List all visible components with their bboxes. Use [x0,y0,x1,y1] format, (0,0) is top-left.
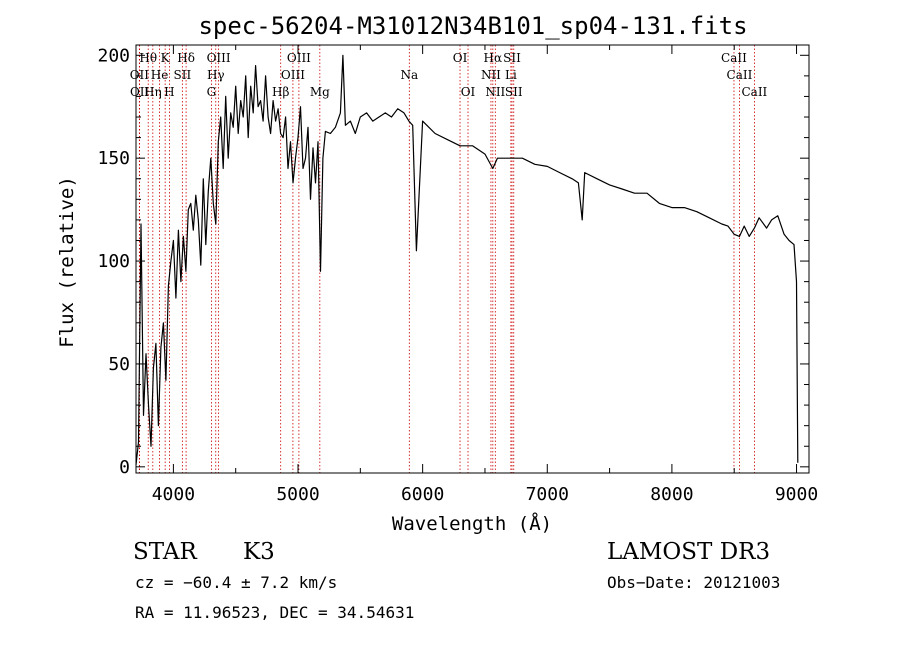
spectral-line-label: OIII [207,51,231,65]
spectral-line-label: NII [481,68,501,82]
spectral-line-label: G [207,85,217,99]
spectral-line-label: CaII [721,51,747,65]
spectral-line-label: Hγ [207,68,225,82]
spectral-line-label: Hα [484,51,503,65]
spectral-line-label: Li [505,68,517,82]
obs-date-text: Obs−Date: 20121003 [607,573,781,592]
y-axis: 0 50 100 150 200 [97,45,809,478]
spectral-line-label: H [164,85,174,99]
spectrum-line [135,54,799,465]
spectral-line-label: SII [503,51,521,65]
spectral-line-label: Hθ [139,51,157,65]
spectral-line-label: OIII [281,68,305,82]
spectral-line-label: K [161,51,171,65]
chart-title: spec-56204-M31012N34B101_sp04-131.fits [198,12,747,40]
spectral-line-label: SII [174,68,192,82]
x-axis-label: Wavelength (Å) [392,512,552,535]
redshift-text: cz = −60.4 ± 7.2 km/s [135,573,338,592]
x-tick-label: 9000 [775,484,818,505]
x-tick-label: 5000 [276,484,319,505]
spectral-line-label: SII [505,85,523,99]
x-tick-label: 4000 [152,484,195,505]
spectral-line-label: Mg [310,85,330,99]
spectral-line-label: OII [130,68,150,82]
x-axis: 4000 5000 6000 7000 8000 9000 [152,45,818,505]
spectral-line-label: CaII [741,85,767,99]
x-tick-label: 6000 [401,484,444,505]
x-tick-label: 7000 [526,484,569,505]
spectral-line-label: OII [130,85,150,99]
spectral-line-label: Na [400,68,418,82]
object-subclass: K3 [243,539,275,565]
spectral-line-label: Hδ [177,51,195,65]
spectral-line-label: Hβ [272,85,289,99]
spectral-line-label: Hη [144,85,162,99]
spectral-line-label: OI [461,85,476,99]
x-tick-label: 8000 [650,484,693,505]
y-tick-label: 150 [97,148,130,169]
y-tick-label: 50 [108,354,130,375]
spectral-line-label: NII [485,85,505,99]
spectral-line-label: OI [453,51,468,65]
y-axis-label: Flux (relative) [56,176,78,348]
spectral-line-label: He [151,68,169,82]
plot-frame [135,44,810,474]
spectral-line-label: CaII [727,68,753,82]
spectral-line-markers [138,45,755,473]
y-tick-label: 100 [97,251,130,272]
y-tick-label: 0 [119,457,130,478]
coordinates-text: RA = 11.96523, DEC = 34.54631 [135,603,415,622]
object-class: STAR [133,539,197,565]
y-tick-label: 200 [97,45,130,66]
spectral-line-label: OIII [287,51,311,65]
survey-name: LAMOST DR3 [607,539,771,565]
